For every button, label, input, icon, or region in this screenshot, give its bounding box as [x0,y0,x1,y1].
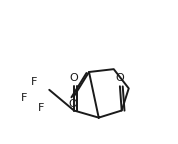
Text: F: F [31,77,37,87]
Text: F: F [38,103,44,113]
Text: O: O [116,73,124,83]
Text: O: O [70,73,78,83]
Text: O: O [69,99,77,109]
Text: F: F [20,93,27,103]
